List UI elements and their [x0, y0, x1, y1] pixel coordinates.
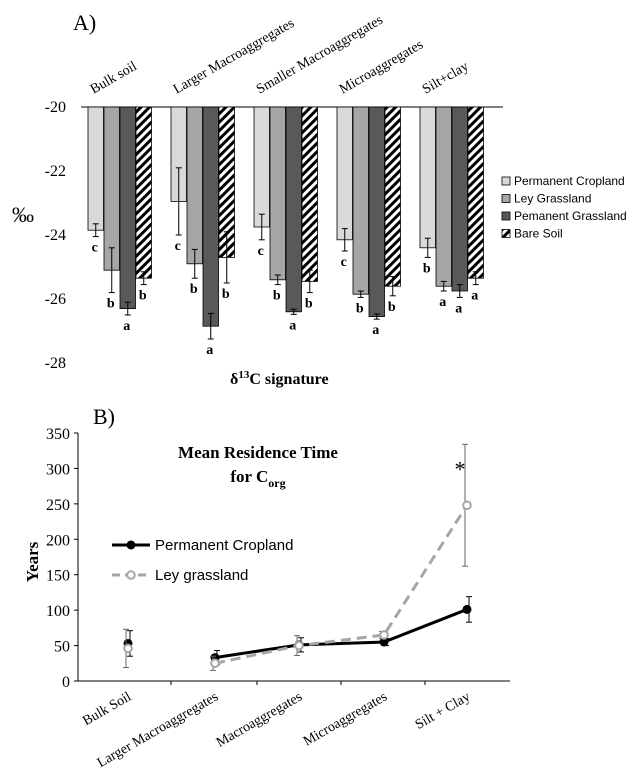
panel-a-y-tick-label: -24	[45, 227, 66, 244]
panel-a-bar	[202, 106, 219, 327]
panel-a-significance-letter: b	[305, 297, 313, 312]
panel-b-data-point	[379, 637, 389, 647]
panel-b-y-tick-label: 200	[46, 532, 70, 549]
panel-b-series-line	[214, 608, 468, 660]
panel-a-y-tick-label: -22	[45, 163, 66, 180]
panel-b-legend-label: Permanent Cropland	[155, 537, 293, 554]
panel-b-title-line2-main: for C	[230, 467, 268, 486]
panel-a-label: A)	[73, 10, 96, 35]
panel-a-legend-swatch	[501, 211, 511, 221]
panel-a-bar	[135, 106, 152, 279]
panel-a-y-tick-label: -28	[45, 355, 66, 372]
panel-a-significance-letter: c	[92, 241, 98, 256]
panel-a-bar	[253, 106, 270, 228]
panel-b-category-label: Bulk Soil	[80, 689, 134, 729]
panel-a-significance-letter: a	[471, 289, 478, 304]
panel-a-significance-letter: b	[139, 289, 147, 304]
panel-a-significance-letter: a	[206, 343, 213, 358]
panel-b-data-point	[462, 604, 472, 614]
panel-a-legend-swatch	[501, 194, 511, 203]
panel-a-bar	[451, 106, 468, 292]
panel-a-x-axis-label-main: δ	[230, 371, 238, 388]
panel-a-significance-letter: b	[273, 289, 281, 304]
panel-a-significance-letter: b	[222, 287, 230, 302]
panel-a-bar	[119, 106, 136, 310]
panel-a-significance-letter: c	[258, 244, 264, 259]
panel-a-bar	[269, 106, 286, 281]
panel-a-bar	[186, 106, 203, 265]
panel-a-category-label: Silt+clay	[420, 59, 471, 97]
panel-a-y-tick-label: -20	[45, 99, 66, 116]
panel-a-significance-letter: a	[289, 318, 296, 333]
panel-b-data-point	[123, 643, 133, 654]
panel-b-label: B)	[93, 404, 115, 429]
panel-b-line-chart: B) Mean Residence Time for Corg Years 0 5…	[23, 404, 510, 771]
panel-a-significance-letter: a	[123, 319, 130, 334]
panel-a-legend-label: Pemanent Grassland	[514, 209, 627, 223]
panel-a-bar	[87, 106, 104, 231]
panel-a-significance-letter: b	[388, 300, 396, 315]
panel-a-legend-swatch	[501, 229, 511, 238]
panel-a-bar	[419, 106, 436, 249]
panel-a-bar	[336, 106, 353, 241]
panel-a-y-tick-label: -26	[45, 291, 66, 308]
panel-a-bar	[301, 106, 318, 282]
panel-b-y-tick-label: 50	[54, 639, 70, 656]
panel-b-y-tick-label: 300	[46, 461, 70, 478]
panel-b-y-tick-label: 350	[46, 426, 70, 443]
panel-a-legend-label: Ley Grassland	[514, 192, 591, 206]
panel-a-bar	[352, 106, 369, 295]
panel-a-bar-chart: A) ‰ δ13C signature -20 -22 -24 -26 -28 Bulk…	[12, 10, 627, 388]
panel-a-significance-letter: a	[372, 323, 379, 338]
panel-b-y-tick-label: 250	[46, 497, 70, 514]
panel-a-x-axis-label: δ13C signature	[230, 369, 329, 388]
panel-a-bar	[103, 106, 120, 271]
panel-a-significance-letter: a	[439, 295, 446, 310]
panel-b-y-tick-label: 100	[46, 603, 70, 620]
panel-a-significance-letter: b	[356, 301, 364, 316]
panel-b-legend-label: Ley grassland	[155, 567, 248, 584]
panel-b-legend-marker	[126, 570, 136, 580]
panel-b-data-point	[210, 658, 220, 669]
panel-a-significance-letter: b	[423, 261, 431, 276]
panel-a-x-axis-label-sup: 13	[238, 369, 250, 381]
panel-b-category-label: Silt + Clay	[413, 689, 473, 732]
panel-a-significance-letter: c	[175, 239, 181, 254]
panel-a-legend-swatch	[501, 176, 511, 186]
panel-a-bar	[467, 106, 484, 279]
panel-b-y-axis-label: Years	[23, 541, 42, 582]
panel-a-significance-letter: c	[341, 255, 347, 270]
panel-a-y-axis-label: ‰	[12, 202, 34, 227]
panel-a-x-axis-label-tail: C signature	[249, 371, 328, 388]
panel-a-bar	[384, 106, 401, 287]
panel-a-significance-letter: b	[107, 297, 115, 312]
panel-a-category-label: Microaggregates	[337, 37, 426, 97]
panel-b-title-line2: for Corg	[230, 467, 285, 490]
panel-a-significance-letter: a	[455, 301, 462, 316]
panel-a-bar	[368, 106, 385, 318]
panel-b-data-point	[462, 500, 472, 511]
panel-a-bar	[435, 106, 452, 287]
panel-b-title-line1: Mean Residence Time	[178, 443, 338, 462]
panel-b-series-line	[214, 504, 469, 665]
panel-b-significance-asterisk: *	[455, 456, 466, 481]
panel-a-legend-label: Bare Soil	[514, 227, 563, 241]
panel-a-significance-letter: b	[190, 282, 198, 297]
panel-a-legend-label: Permanent Cropland	[514, 174, 625, 188]
panel-a-category-label: Bulk soil	[88, 59, 140, 98]
panel-b-category-label: Macroaggregates	[214, 689, 305, 750]
panel-a-bar	[285, 106, 302, 313]
panel-b-legend-marker	[126, 540, 136, 550]
panel-b-data-point	[379, 630, 389, 640]
panel-b-category-label: Microaggregates	[301, 689, 390, 749]
panel-b-data-point	[294, 640, 304, 651]
panel-b-y-tick-label: 0	[62, 674, 70, 691]
panel-b-title-line2-sub: org	[268, 476, 285, 490]
panel-b-y-tick-label: 150	[46, 568, 70, 585]
